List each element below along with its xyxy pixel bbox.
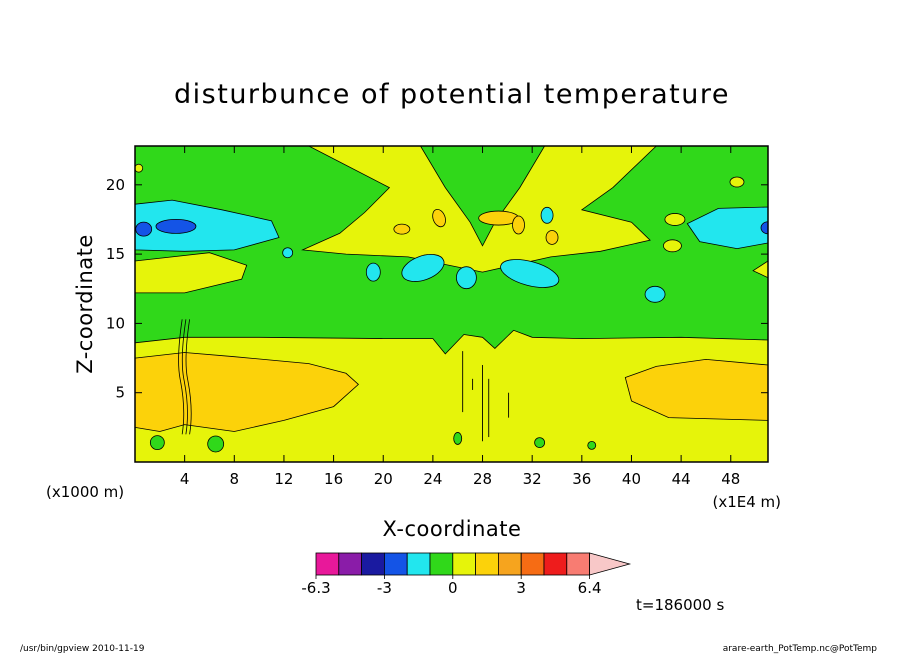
x-tick-label: 20 [374,470,393,488]
x-tick-label: 44 [672,470,691,488]
footer-right: arare-earth_PotTemp.nc@PotTemp [723,644,878,654]
colorbar-tick-label: -6.3 [301,579,330,597]
cyan-left-band [135,199,280,252]
colorbar-tick-label: -3 [377,579,392,597]
time-label: t=186000 s [636,596,724,614]
colorbar-swatch [543,552,568,576]
contour-line [181,319,188,435]
x-tick-label: 8 [230,470,240,488]
green-spot [149,435,165,450]
y-tick-label: 20 [106,176,125,194]
x-tick-label: 28 [473,470,492,488]
y-tick-label: 10 [106,314,125,332]
colorbar-tick-label: 6.4 [578,579,602,597]
x-axis: 4 8 12 16 20 24 28 32 36 40 44 48 [180,146,740,488]
orange-spot [393,223,411,235]
blue-left-core [135,221,153,237]
colorbar-swatch [406,552,431,576]
colorbar-swatch [497,552,522,576]
green-spot [453,432,463,445]
yellow-spot [664,213,686,226]
colorbar-swatch [338,552,362,576]
cyan-spot [401,254,445,282]
colorbar-swatch [475,552,499,576]
footer-left: /usr/bin/gpview 2010-11-19 [20,644,145,654]
colorbar-swatch [566,552,590,576]
cyan-spot [500,259,560,288]
yellow-spot [729,176,745,188]
colorbar-swatch [452,552,476,576]
cyan-right-band [686,206,768,250]
contour-line [178,319,185,435]
colorbar-swatch [383,552,408,576]
colorbar-swatch [520,552,545,576]
yellow-right-band [752,260,768,279]
contour-line [185,319,192,435]
colorbar-swatch [429,552,454,576]
colorbar-overflow-arrow [589,552,632,576]
plot-frame [134,145,769,463]
colorbar-tick-label: 0 [448,579,458,597]
yellow-spot [663,239,682,253]
orange-right-lobe [624,358,768,421]
x-tick-label: 36 [572,470,591,488]
y-axis: 5 10 15 20 [106,176,768,402]
x-tick-label: 40 [622,470,641,488]
colorbar-swatch [361,552,385,576]
y-axis-label: Z-coordinate [73,234,97,374]
orange-spot [545,230,559,245]
cyan-spot [282,247,294,259]
x-axis-label: X-coordinate [383,517,522,541]
field-layer [135,146,768,462]
x-tick-label: 12 [274,470,293,488]
y-tick-label: 15 [106,245,125,263]
colorbar-swatch [315,552,340,576]
colorbar: -6.3 -3 0 3 6.4 [301,552,632,597]
green-spot [587,440,597,450]
x-unit-left: (x1000 m) [46,483,124,501]
x-tick-label: 4 [180,470,190,488]
cyan-spot [455,266,477,290]
blue-left-core [155,218,197,234]
cyan-spot [540,206,554,224]
orange-spot [432,208,446,228]
blue-right-core [760,221,768,235]
yellow-left-band [135,252,248,294]
x-tick-label: 24 [423,470,442,488]
y-tick-label: 5 [115,384,125,402]
cyan-spot [644,285,666,303]
chart-title: disturbunce of potential temperature [174,79,730,110]
cyan-spot [365,262,381,282]
green-spot [534,437,546,448]
green-spot [207,435,225,453]
yellow-spot [135,163,144,173]
x-unit-right: (x1E4 m) [712,493,781,511]
orange-spot [512,215,525,235]
x-tick-label: 32 [523,470,542,488]
x-tick-label: 48 [721,470,740,488]
x-tick-label: 16 [324,470,343,488]
colorbar-tick-label: 3 [516,579,526,597]
